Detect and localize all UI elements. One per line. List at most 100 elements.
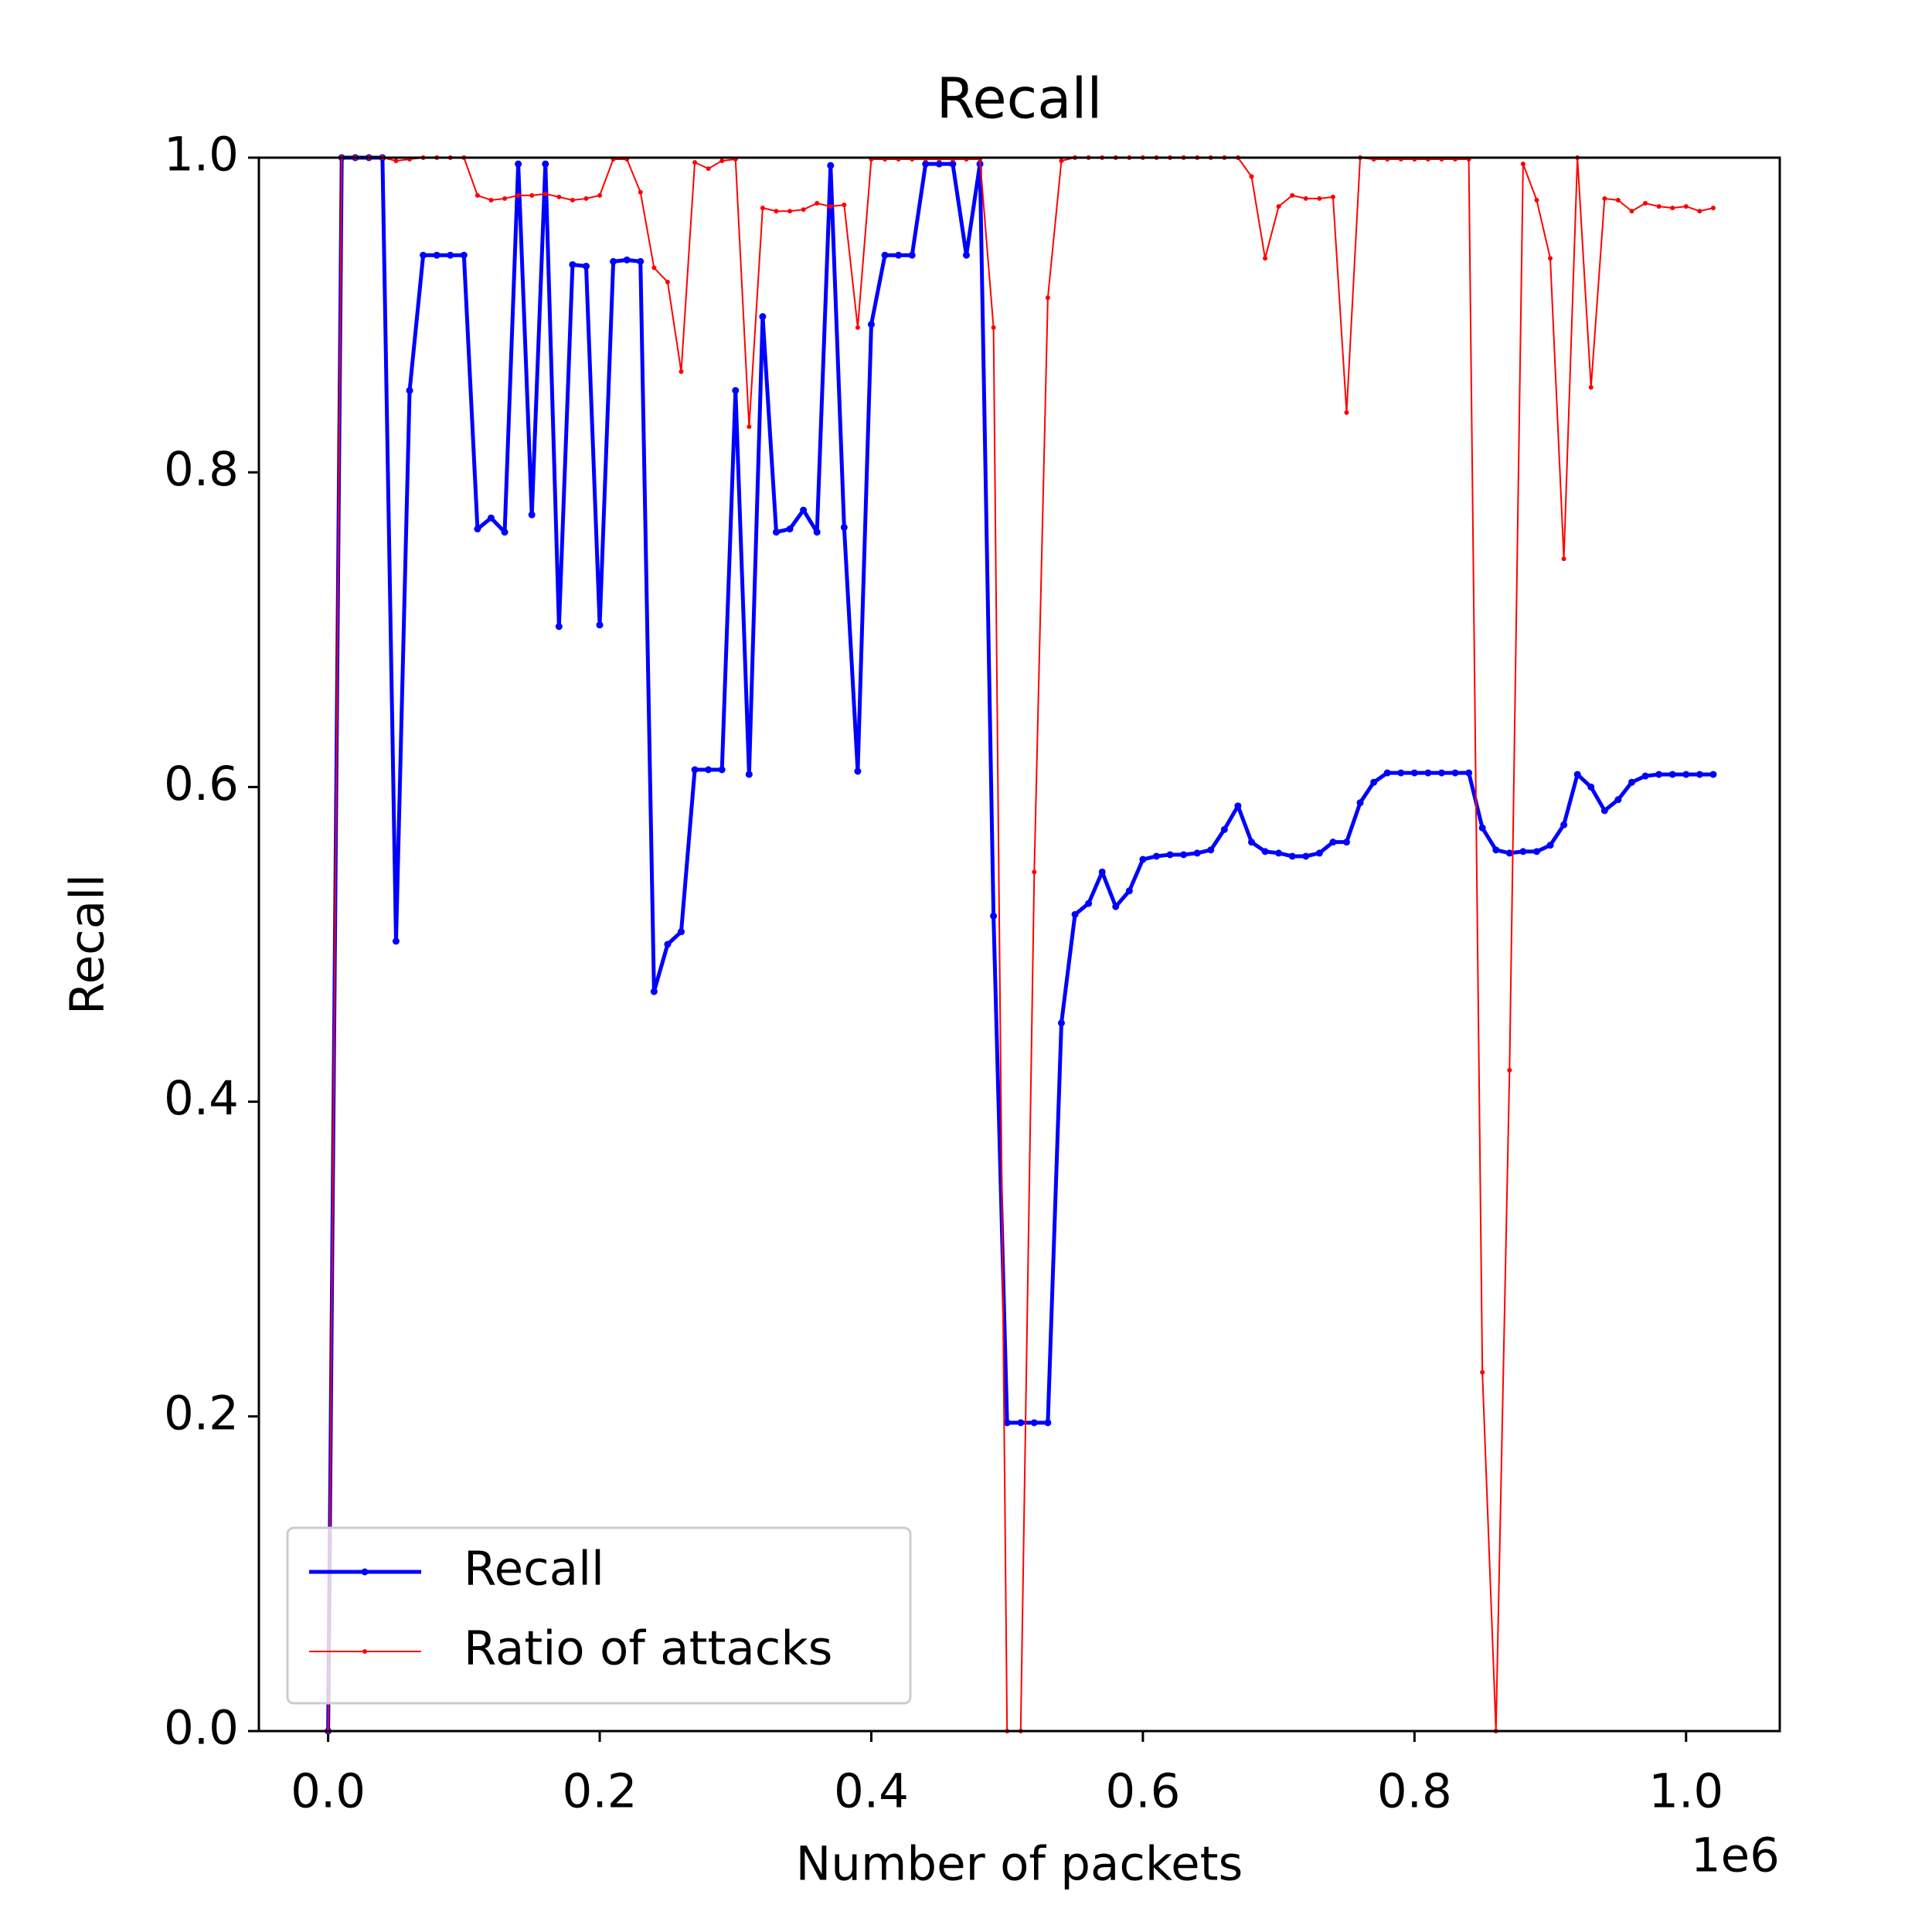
marker — [447, 251, 454, 259]
marker — [1166, 851, 1174, 859]
marker — [1492, 846, 1500, 854]
marker — [1263, 256, 1268, 261]
marker — [1710, 206, 1716, 211]
marker — [406, 386, 413, 394]
marker — [1003, 1419, 1011, 1427]
y-tick-label: 0.4 — [164, 1071, 239, 1126]
marker — [1356, 799, 1364, 807]
marker — [1520, 162, 1526, 167]
marker — [1207, 846, 1215, 854]
marker — [1344, 410, 1349, 415]
marker — [1614, 796, 1622, 804]
marker — [800, 506, 808, 514]
legend-marker — [362, 1649, 367, 1654]
marker — [1615, 197, 1621, 202]
marker — [774, 209, 779, 214]
marker — [1480, 1369, 1485, 1375]
marker — [815, 201, 820, 206]
x-tick-label: 1.0 — [1648, 1764, 1723, 1819]
marker — [1656, 204, 1662, 209]
marker — [840, 523, 848, 531]
marker — [747, 424, 752, 430]
marker — [1330, 194, 1335, 199]
marker — [679, 369, 684, 374]
marker — [1017, 1419, 1025, 1427]
marker — [528, 511, 536, 519]
marker — [502, 196, 508, 201]
marker — [610, 257, 617, 265]
marker — [650, 988, 658, 995]
marker — [596, 621, 604, 629]
marker — [570, 197, 575, 202]
x-tick-label: 0.0 — [291, 1764, 366, 1819]
marker — [1397, 769, 1405, 777]
marker — [1220, 825, 1228, 833]
marker — [677, 928, 685, 936]
marker — [1478, 824, 1486, 832]
marker — [706, 166, 711, 172]
marker — [1682, 770, 1690, 778]
marker — [895, 251, 903, 259]
marker — [1315, 849, 1323, 857]
marker — [1641, 772, 1649, 780]
marker — [1602, 196, 1607, 201]
y-axis-label: Recall — [60, 874, 115, 1015]
marker — [691, 766, 699, 774]
marker — [460, 251, 468, 259]
marker — [786, 525, 794, 532]
marker — [1342, 838, 1350, 846]
marker — [1546, 842, 1554, 849]
marker — [1683, 204, 1689, 209]
marker — [1505, 849, 1513, 857]
marker — [555, 623, 563, 631]
marker — [1071, 910, 1079, 918]
marker — [962, 251, 970, 259]
marker — [1152, 852, 1160, 860]
marker — [1057, 1019, 1065, 1027]
legend-box — [286, 1526, 912, 1705]
plot-frame — [257, 156, 1781, 1733]
marker — [1085, 900, 1093, 907]
y-tick-label: 1.0 — [164, 128, 239, 182]
marker — [392, 937, 400, 945]
marker — [1193, 849, 1201, 857]
y-tick-label: 0.2 — [164, 1386, 239, 1440]
marker — [488, 197, 494, 202]
marker — [501, 529, 509, 536]
series-line — [326, 155, 1713, 1732]
x-tick-label: 0.4 — [834, 1764, 909, 1819]
x-tick-label: 0.8 — [1377, 1764, 1452, 1819]
legend: Recall Ratio of attacks — [286, 1526, 912, 1705]
marker — [828, 204, 833, 209]
marker — [854, 767, 862, 775]
marker — [705, 766, 713, 774]
legend-marker — [361, 1568, 369, 1576]
marker — [922, 160, 930, 168]
marker — [1288, 852, 1296, 860]
marker — [760, 206, 765, 211]
marker — [583, 196, 589, 201]
marker — [719, 158, 725, 164]
marker — [1709, 770, 1717, 778]
x-axis-label: Number of packets — [796, 1837, 1243, 1892]
marker — [1383, 769, 1391, 777]
marker — [881, 251, 889, 259]
marker — [1534, 197, 1539, 202]
marker — [1112, 903, 1120, 910]
marker — [772, 529, 780, 536]
marker — [1249, 174, 1254, 179]
marker — [745, 770, 753, 778]
chart-title: Recall — [937, 66, 1103, 131]
marker — [1030, 1419, 1038, 1427]
marker — [718, 766, 726, 774]
marker — [1059, 158, 1064, 164]
marker — [1276, 204, 1281, 209]
marker — [543, 191, 548, 196]
marker — [433, 251, 440, 259]
x-offset-label: 1e6 — [1691, 1828, 1780, 1883]
marker — [1180, 851, 1188, 859]
marker — [935, 160, 943, 168]
marker — [1560, 821, 1568, 828]
x-tick-label: 0.2 — [563, 1764, 638, 1819]
